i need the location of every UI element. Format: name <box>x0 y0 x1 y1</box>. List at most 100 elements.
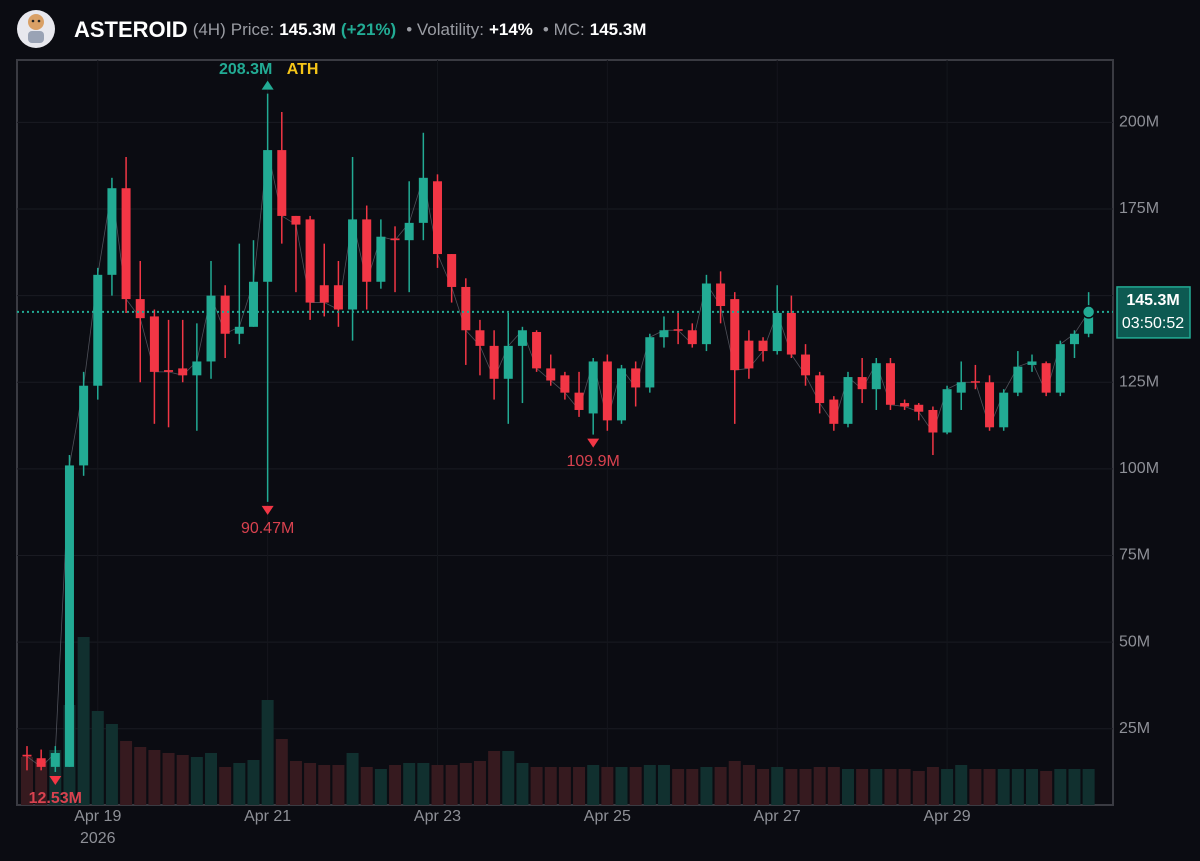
volume-bar <box>1068 769 1081 805</box>
candle-body <box>362 219 372 282</box>
candle-body <box>645 337 655 388</box>
candle-body <box>617 368 627 421</box>
volume-bar <box>205 753 218 805</box>
volume-bar <box>827 767 840 805</box>
volume-bar <box>374 769 387 805</box>
candle-body <box>602 361 612 421</box>
extreme-label: 109.9M <box>567 453 620 470</box>
candle-body <box>871 363 881 390</box>
candle-body <box>149 316 159 372</box>
candle-body <box>843 377 853 424</box>
y-tick-label: 175M <box>1119 200 1159 217</box>
volume-bar <box>714 767 727 805</box>
volume-bar <box>91 711 104 805</box>
candle-body <box>93 274 103 386</box>
volume-bar <box>360 767 373 805</box>
grid: 25M50M75M100M125M150M175M200MApr 192026A… <box>17 60 1159 847</box>
y-tick-label: 75M <box>1119 547 1150 564</box>
volume-bar <box>247 760 260 805</box>
extreme-label: 90.47M <box>241 520 294 537</box>
candle-body <box>206 295 216 362</box>
volume-bar <box>431 765 444 805</box>
change: (+21%) <box>340 20 397 39</box>
header: ASTEROID (4H) Price: 145.3M (+21%) • Vol… <box>0 0 1200 60</box>
volume-bar <box>785 769 798 805</box>
candle-body <box>475 330 485 346</box>
candle-body <box>418 177 428 223</box>
candle-body <box>928 409 938 433</box>
y-tick-label: 25M <box>1119 720 1150 737</box>
candle-body <box>546 368 556 381</box>
candle-body <box>900 403 910 407</box>
volatility: +14% <box>488 20 533 39</box>
candle-body <box>79 385 89 466</box>
mc-label: • MC: <box>542 20 585 39</box>
candle-body <box>1084 311 1094 334</box>
volume-bar <box>289 761 302 805</box>
candle-body <box>277 150 287 216</box>
candle-body <box>701 283 711 345</box>
candle-body <box>1069 333 1079 345</box>
volume-bar <box>558 767 571 805</box>
candle-body <box>390 238 400 241</box>
volume-bar <box>544 767 557 805</box>
candle-body <box>942 389 952 433</box>
x-tick-label: Apr 21 <box>244 808 291 825</box>
volume <box>21 637 1095 805</box>
candle-body <box>985 382 995 428</box>
volume-bar <box>233 763 246 805</box>
candle-body <box>107 188 117 275</box>
extreme-marker <box>261 80 274 90</box>
candle-body <box>1027 361 1037 365</box>
candle-body <box>291 215 301 225</box>
candle-body <box>517 330 527 346</box>
price: 145.3M <box>279 20 336 39</box>
volume-bar <box>912 771 925 805</box>
candle-body <box>50 753 60 767</box>
x-tick-label: Apr 19 <box>74 808 121 825</box>
volume-bar <box>742 765 755 805</box>
volume-bar <box>502 751 515 805</box>
volume-bar <box>941 769 954 805</box>
volume-bar <box>176 755 189 805</box>
volume-bar <box>148 750 161 805</box>
candle-body <box>1013 366 1023 393</box>
candle-body <box>447 254 457 287</box>
candle-body <box>560 375 570 393</box>
candle-body <box>503 345 513 379</box>
y-tick-label: 50M <box>1119 633 1150 650</box>
y-tick-label: 100M <box>1119 460 1159 477</box>
avatar <box>17 10 55 48</box>
volume-bar <box>728 761 741 805</box>
extreme-tag: ATH <box>287 61 319 78</box>
candle-body <box>786 312 796 355</box>
candle-body <box>135 299 145 319</box>
last-price-box <box>1116 286 1191 339</box>
volume-bar <box>516 763 529 805</box>
candle-body <box>532 332 542 369</box>
candle-body <box>121 188 131 300</box>
volume-bar <box>77 637 90 805</box>
candle-body <box>914 404 924 412</box>
candle-body <box>758 340 768 352</box>
candle-body <box>333 285 343 310</box>
volume-bar <box>389 765 402 805</box>
volume-bar <box>304 763 317 805</box>
volume-bar <box>403 763 416 805</box>
volume-bar <box>1040 771 1053 805</box>
candle-body <box>574 392 584 410</box>
candle-body <box>164 370 174 372</box>
volume-bar <box>700 767 713 805</box>
candle-body <box>234 326 244 334</box>
volume-bar <box>997 769 1010 805</box>
volume-bar <box>1026 769 1039 805</box>
y-tick-label: 125M <box>1119 373 1159 390</box>
volume-bar <box>615 767 628 805</box>
candle-body <box>730 299 740 371</box>
volume-bar <box>757 769 770 805</box>
x-tick-label: Apr 25 <box>584 808 631 825</box>
volume-bar <box>261 700 274 805</box>
volume-bar <box>870 769 883 805</box>
